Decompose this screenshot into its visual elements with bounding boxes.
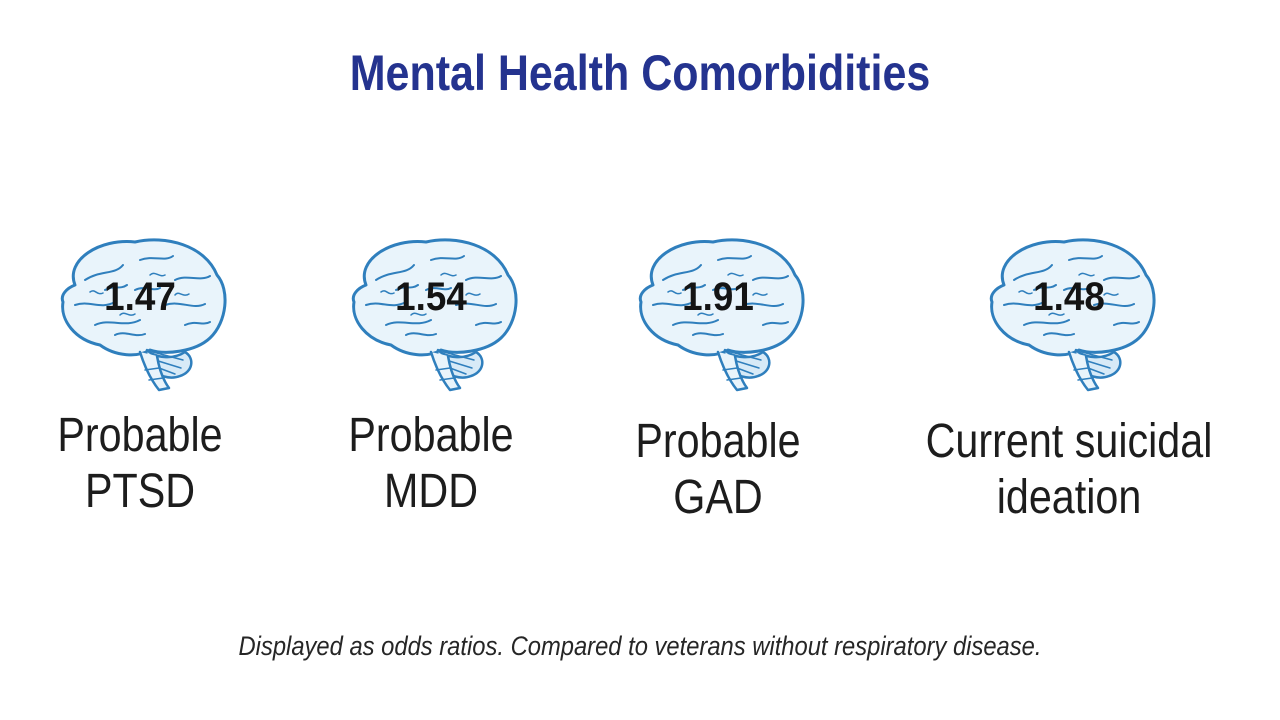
label-line-1: Probable <box>635 415 801 468</box>
odds-ratio-value: 1.54 <box>395 275 467 319</box>
page-title: Mental Health Comorbidities <box>349 45 931 101</box>
comorbidity-item-suicidal-ideation: 1.48 Current suicidal ideation <box>889 230 1249 550</box>
odds-ratio-value: 1.91 <box>682 275 754 319</box>
comorbidity-label: Current suicidal ideation <box>914 414 1224 526</box>
comorbidity-label: Probable PTSD <box>0 408 295 520</box>
odds-ratio-value: 1.48 <box>1033 275 1105 319</box>
footnote: Displayed as odds ratios. Compared to ve… <box>238 631 1042 661</box>
label-line-2: GAD <box>673 471 763 524</box>
label-line-2: ideation <box>996 471 1142 524</box>
label-line-1: Current suicidal <box>925 415 1213 468</box>
label-line-2: MDD <box>383 465 479 518</box>
comorbidity-item-ptsd: 1.47 Probable PTSD <box>0 230 320 550</box>
brain-icon: 1.91 <box>623 230 813 400</box>
odds-ratio-value: 1.47 <box>104 275 176 319</box>
brain-icon: 1.54 <box>336 230 526 400</box>
comorbidity-item-gad: 1.91 Probable GAD <box>538 230 898 550</box>
comorbidity-label: Probable MDD <box>276 408 586 520</box>
label-line-2: PTSD <box>84 465 196 518</box>
comorbidity-item-mdd: 1.54 Probable MDD <box>251 230 611 550</box>
brain-icon: 1.48 <box>974 230 1164 400</box>
label-line-1: Probable <box>348 409 514 462</box>
label-line-1: Probable <box>57 409 223 462</box>
comorbidity-label: Probable GAD <box>563 414 873 526</box>
brain-icon: 1.47 <box>45 230 235 400</box>
